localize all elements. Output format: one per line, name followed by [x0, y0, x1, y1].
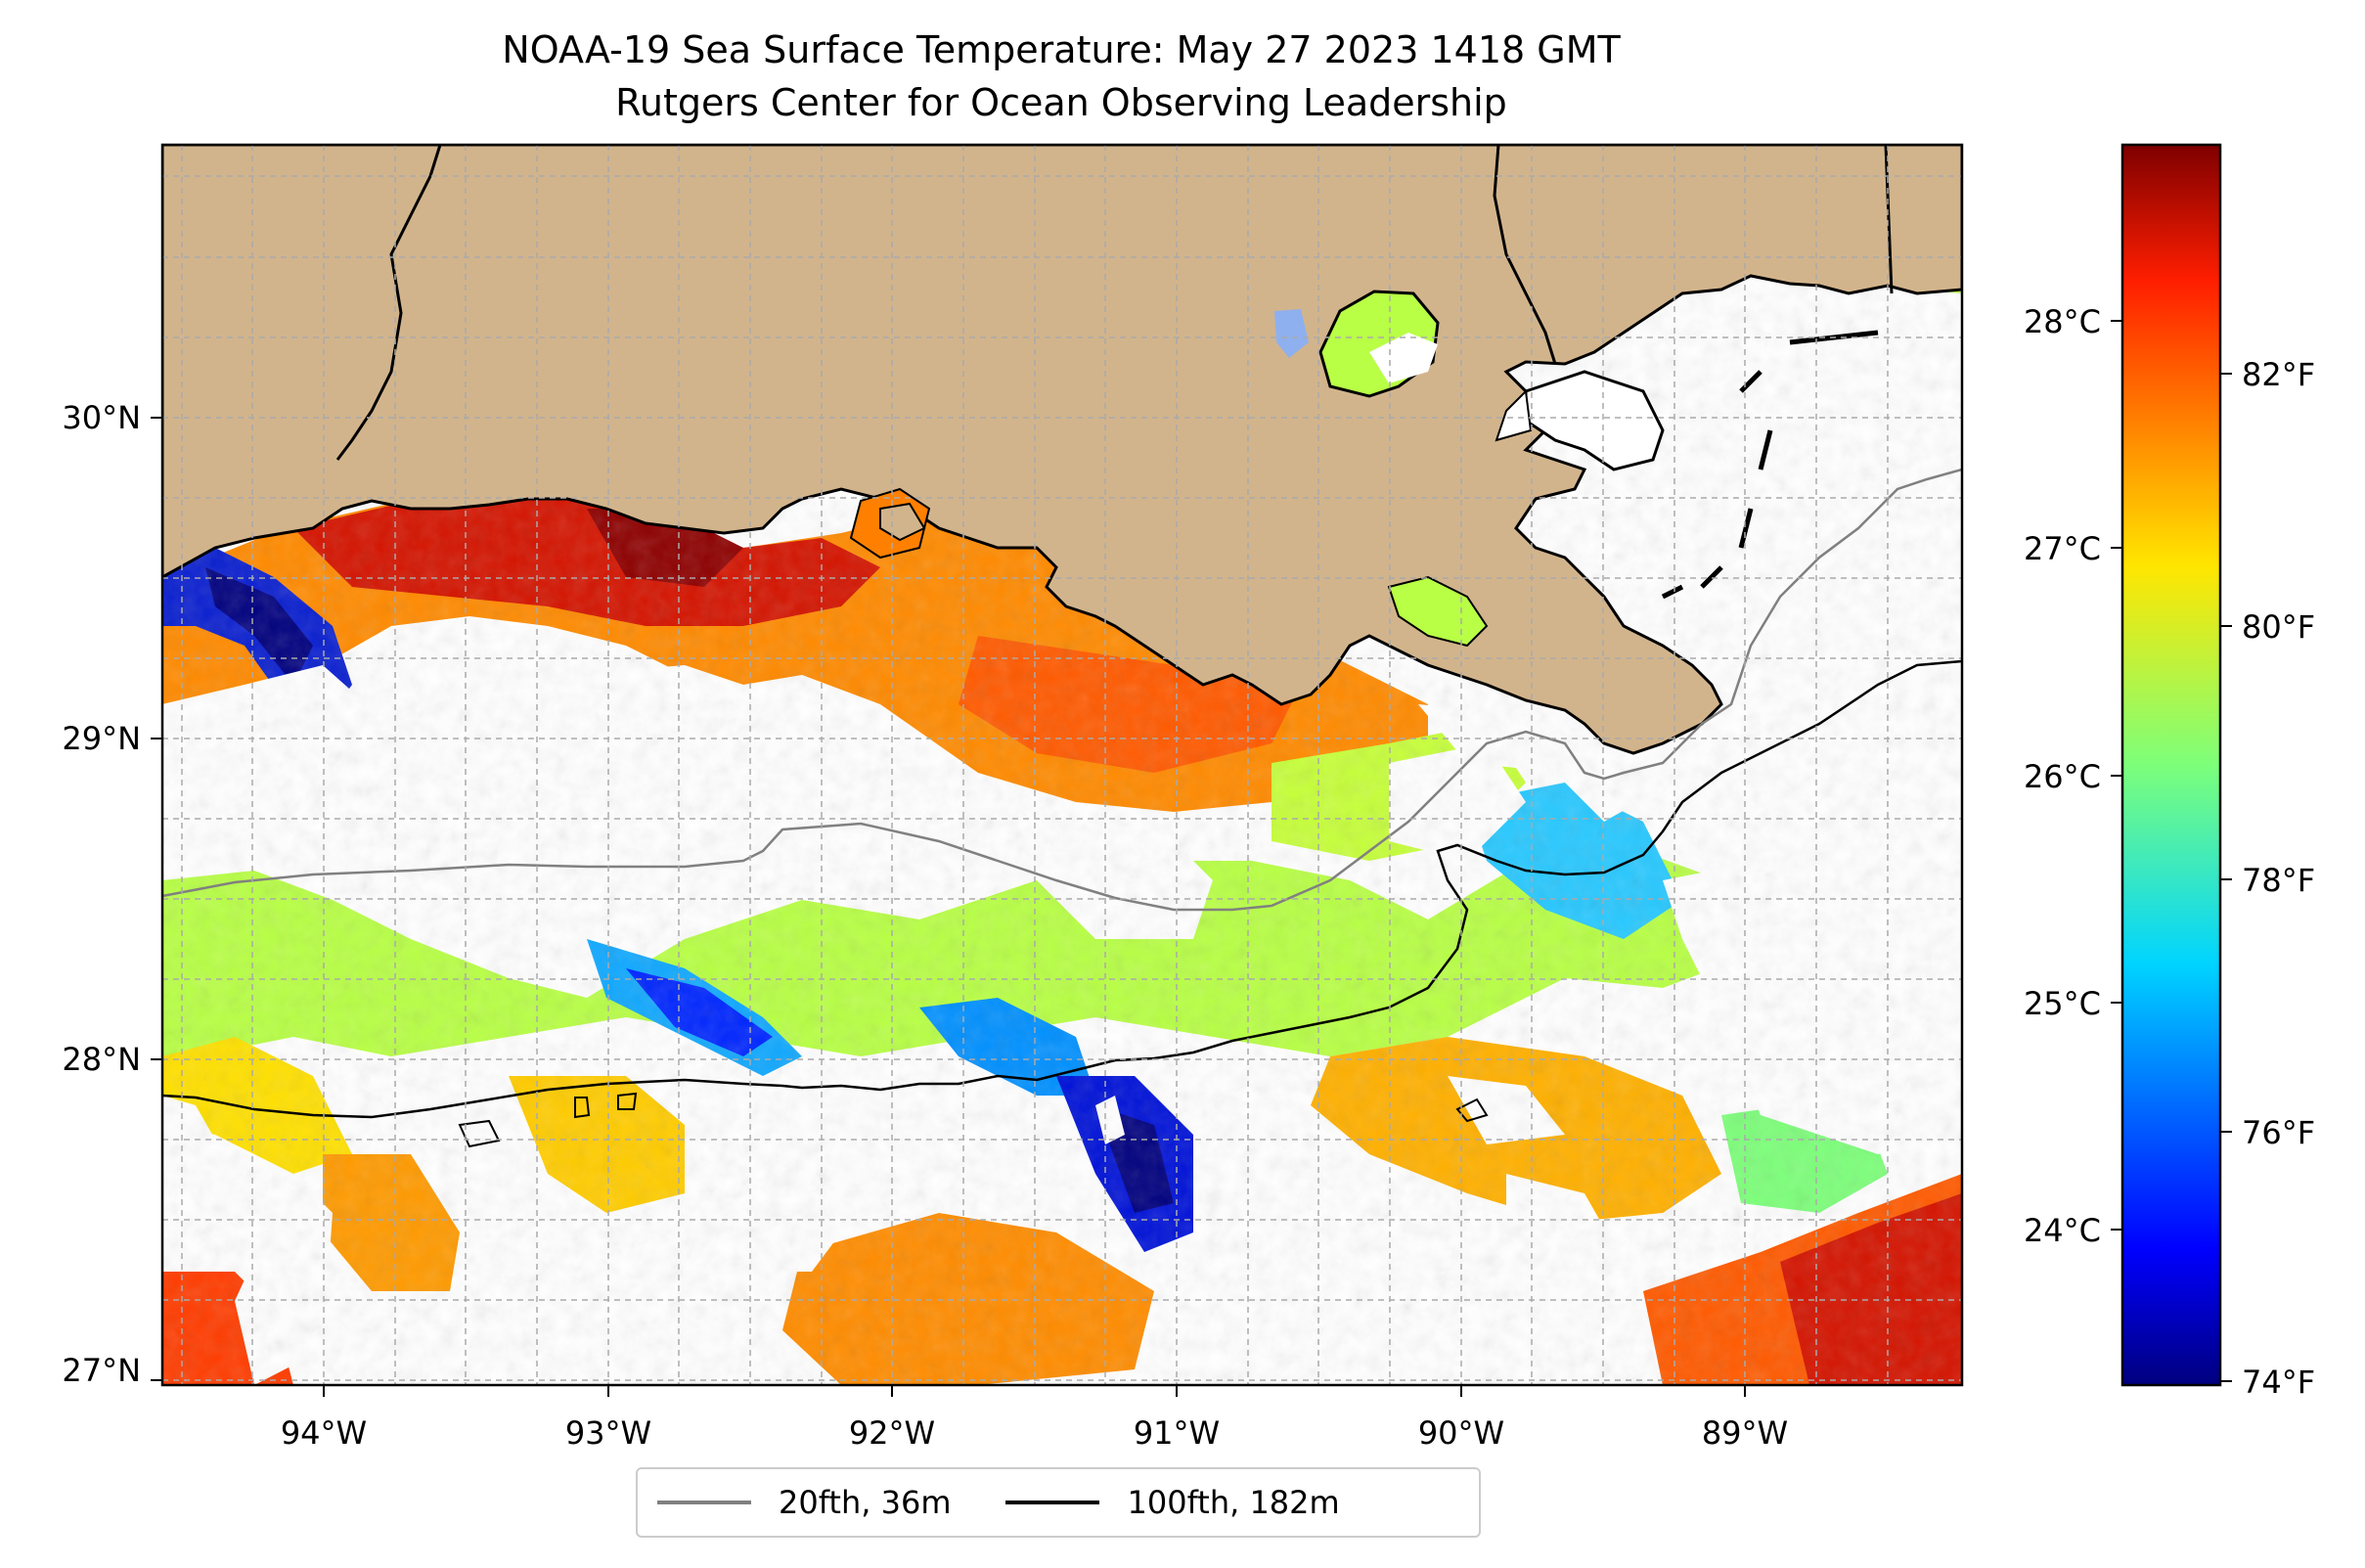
axis-ticks [151, 417, 1746, 1397]
fahrenheit-tick-label: 82°F [2242, 356, 2315, 393]
lon-tick-label: 89°W [1702, 1414, 1788, 1452]
celsius-tick-label: 24°C [2024, 1212, 2101, 1249]
celsius-tick-label: 25°C [2024, 985, 2101, 1022]
fahrenheit-tick-label: 80°F [2242, 608, 2315, 646]
legend-line-gray [657, 1501, 751, 1504]
lon-tick-label: 93°W [565, 1414, 651, 1452]
lat-tick-label: 27°N [62, 1352, 141, 1389]
lat-tick-label: 30°N [62, 399, 141, 436]
lon-tick-label: 90°W [1418, 1414, 1504, 1452]
map-subtitle: Rutgers Center for Ocean Observing Leade… [615, 81, 1507, 124]
map-frame [160, 143, 1964, 1387]
isobath-20fth [162, 468, 1962, 912]
map-panel [162, 145, 1962, 1385]
fahrenheit-tick-label: 78°F [2242, 862, 2315, 899]
fahrenheit-tick-label: 76°F [2242, 1114, 2315, 1151]
celsius-tick-label: 26°C [2024, 758, 2101, 795]
grid-lines [162, 145, 1962, 1385]
lon-tick-label: 92°W [849, 1414, 935, 1452]
legend-item-20fth: 20fth, 36m [657, 1484, 951, 1521]
celsius-tick-label: 28°C [2024, 303, 2101, 340]
colorbar-gradient [2120, 143, 2222, 1387]
map-title: NOAA-19 Sea Surface Temperature: May 27 … [502, 28, 1621, 71]
legend-line-black [1005, 1501, 1100, 1504]
fahrenheit-tick-label: 74°F [2242, 1364, 2315, 1401]
legend-label: 20fth, 36m [779, 1484, 952, 1521]
lat-tick-label: 29°N [62, 720, 141, 757]
colorbar: 28°C 27°C 26°C 25°C 24°C 82°F 80°F 78°F … [2024, 143, 2315, 1401]
isobath-100fth [162, 659, 1962, 1119]
isobath-legend: 20fth, 36m 100fth, 182m [636, 1467, 1481, 1538]
legend-label: 100fth, 182m [1127, 1484, 1340, 1521]
celsius-tick-label: 27°C [2024, 530, 2101, 567]
lat-tick-labels: 30°N 29°N 28°N 27°N [62, 399, 141, 1389]
legend-item-100fth: 100fth, 182m [1005, 1484, 1340, 1521]
lon-tick-labels: 94°W 93°W 92°W 91°W 90°W 89°W [281, 1414, 1788, 1452]
lat-tick-label: 28°N [62, 1041, 141, 1078]
lon-tick-label: 91°W [1134, 1414, 1220, 1452]
land-mass [162, 145, 1962, 755]
lon-tick-label: 94°W [281, 1414, 367, 1452]
